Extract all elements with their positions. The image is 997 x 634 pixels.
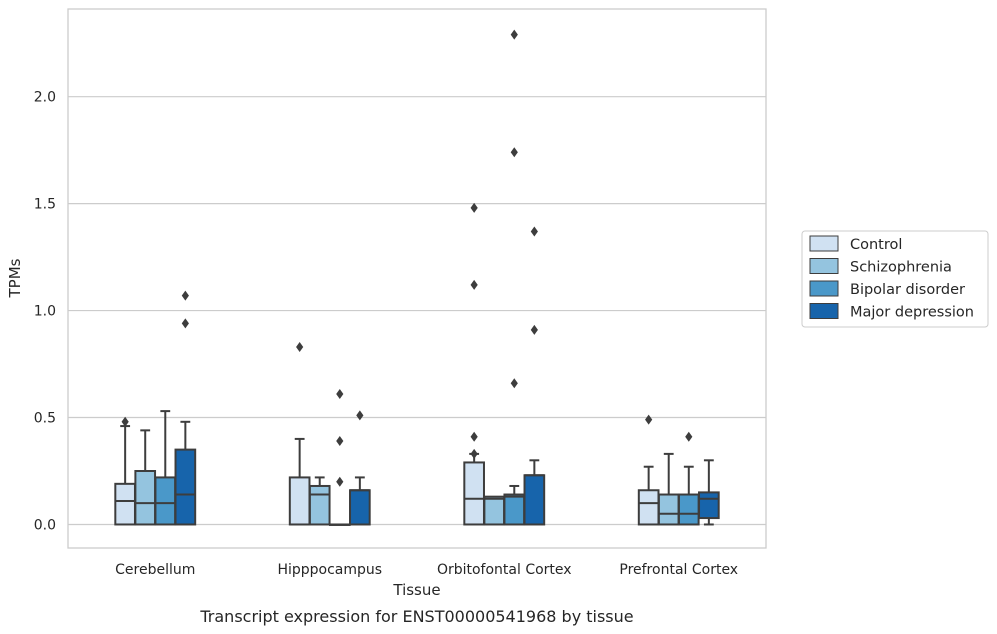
outlier-point — [336, 476, 344, 487]
box-group — [134, 429, 157, 526]
box-group — [677, 431, 700, 526]
outlier-point — [181, 290, 189, 301]
outlier-point — [336, 389, 344, 399]
legend-swatch — [809, 258, 839, 274]
outlier-point — [121, 416, 129, 427]
box — [523, 474, 546, 526]
outlier-point — [470, 431, 478, 442]
outlier-point — [510, 378, 518, 389]
box-group — [523, 226, 546, 526]
chart-caption: Transcript expression for ENST0000054196… — [199, 607, 633, 626]
box — [174, 448, 197, 526]
box — [308, 484, 331, 526]
box — [698, 491, 720, 520]
box-group — [637, 414, 660, 526]
outlier-point — [510, 147, 518, 158]
x-tick-label: Orbitofontal Cortex — [437, 562, 572, 578]
box — [637, 489, 660, 526]
x-tick-label: Hipppocampus — [277, 562, 382, 578]
outlier-point — [645, 414, 653, 425]
x-tick-labels: Cerebellum Hipppocampus Orbitofontal Corte… — [115, 562, 738, 578]
legend-swatch — [809, 235, 839, 252]
outlier-point — [530, 226, 538, 237]
x-axis-label: Tissue — [392, 581, 440, 599]
legend-entry: Schizophrenia — [850, 260, 952, 276]
legend-swatch — [809, 280, 839, 297]
y-tick-label: 2.0 — [34, 90, 56, 106]
legend-swatch — [809, 303, 839, 319]
outlier-point — [470, 279, 478, 290]
box-group — [328, 389, 351, 526]
box-group — [483, 495, 506, 526]
y-tick-label: 0.0 — [34, 517, 56, 533]
y-tick-labels: 0.0 0.5 1.0 1.5 2.0 — [34, 90, 56, 534]
outlier-point — [296, 341, 304, 352]
box-group — [463, 202, 485, 526]
box-group — [114, 416, 136, 526]
y-tick-label: 1.5 — [34, 197, 56, 213]
legend: Control Schizophrenia Bipolar disorder Majo… — [801, 230, 989, 328]
box — [288, 476, 311, 526]
y-axis-label: TPMs — [6, 258, 24, 298]
box — [463, 461, 485, 526]
box-group — [174, 290, 197, 526]
box-layer — [114, 29, 720, 526]
y-tick-label: 1.0 — [34, 304, 56, 320]
outlier-point — [336, 436, 344, 447]
plot-frame — [67, 8, 767, 549]
legend-entry: Control — [850, 237, 902, 253]
box-group — [657, 452, 680, 526]
outlier-point — [685, 431, 693, 442]
box — [349, 489, 371, 526]
grid-layer — [68, 96, 766, 526]
box — [483, 495, 506, 526]
outlier-point — [530, 324, 538, 335]
box — [677, 493, 700, 526]
box-group — [288, 341, 311, 526]
legend-entry: Bipolar disorder — [850, 282, 965, 298]
box — [154, 476, 177, 526]
box-group — [349, 410, 371, 526]
legend-entry: Major depression — [850, 305, 974, 321]
outlier-point — [181, 318, 189, 329]
box-group — [154, 410, 177, 526]
box — [114, 482, 136, 526]
y-tick-label: 0.5 — [34, 411, 56, 427]
outlier-point — [510, 29, 518, 40]
box — [657, 493, 680, 526]
box — [134, 470, 157, 526]
box — [503, 493, 526, 526]
x-tick-label: Cerebellum — [115, 562, 195, 578]
x-tick-label: Prefrontal Cortex — [619, 562, 738, 578]
outlier-point — [470, 448, 478, 459]
box-group — [698, 459, 720, 526]
legend-frame — [801, 230, 989, 328]
box-group — [308, 476, 331, 526]
outlier-point — [470, 202, 478, 213]
box-group — [503, 29, 526, 526]
outlier-point — [356, 410, 364, 421]
